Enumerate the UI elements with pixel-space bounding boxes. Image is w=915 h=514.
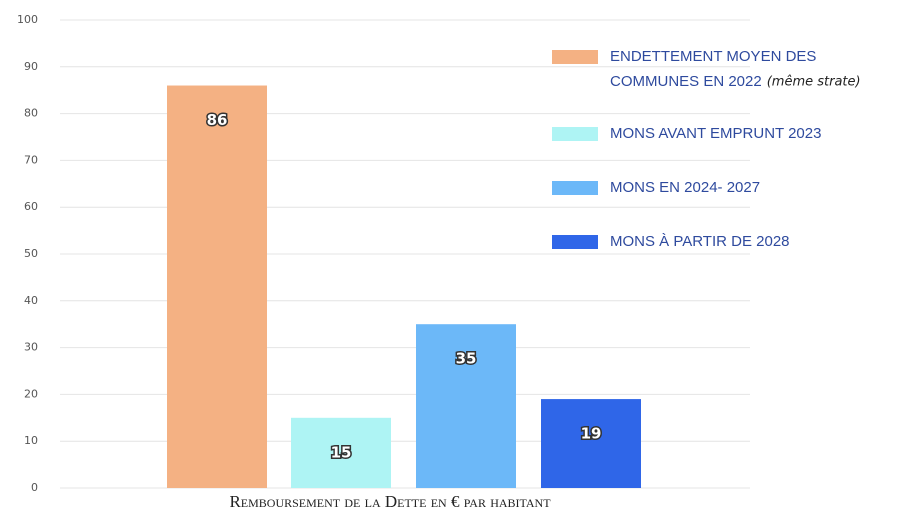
legend-note: (même strate) <box>767 75 861 90</box>
bar <box>167 85 267 489</box>
legend-line: ENDETTEMENT MOYEN DES <box>610 48 816 65</box>
legend-label: MONS À PARTIR DE 2028 <box>610 233 790 250</box>
data-label: 86 <box>207 111 228 129</box>
legend-line: COMMUNES EN 2022 <box>610 73 762 90</box>
data-label: 35 <box>456 350 477 368</box>
bar <box>541 399 641 488</box>
y-tick-label: 0 <box>31 481 38 494</box>
bar <box>416 324 516 488</box>
y-tick-label: 70 <box>24 153 38 166</box>
legend-swatch <box>552 181 598 195</box>
legend-swatch <box>552 50 598 64</box>
legend-label: MONS EN 2024- 2027 <box>610 179 760 196</box>
legend-label: MONS AVANT EMPRUNT 2023 <box>610 125 821 142</box>
y-tick-label: 80 <box>24 107 38 120</box>
y-tick-label: 60 <box>24 200 38 213</box>
y-tick-label: 10 <box>24 434 38 447</box>
x-axis-label: Remboursement de la Dette en € par habit… <box>229 492 551 511</box>
data-label: 19 <box>581 425 602 443</box>
legend-swatch <box>552 127 598 141</box>
y-tick-label: 50 <box>24 247 38 260</box>
y-tick-label: 90 <box>24 60 38 73</box>
y-tick-label: 100 <box>17 13 38 26</box>
y-tick-label: 20 <box>24 387 38 400</box>
data-label: 15 <box>331 443 352 461</box>
legend-swatch <box>552 235 598 249</box>
legend-label: ENDETTEMENT MOYEN DES COMMUNES EN 2022 <box>610 48 816 90</box>
bar <box>291 417 391 488</box>
y-tick-label: 40 <box>24 294 38 307</box>
y-tick-label: 30 <box>24 341 38 354</box>
